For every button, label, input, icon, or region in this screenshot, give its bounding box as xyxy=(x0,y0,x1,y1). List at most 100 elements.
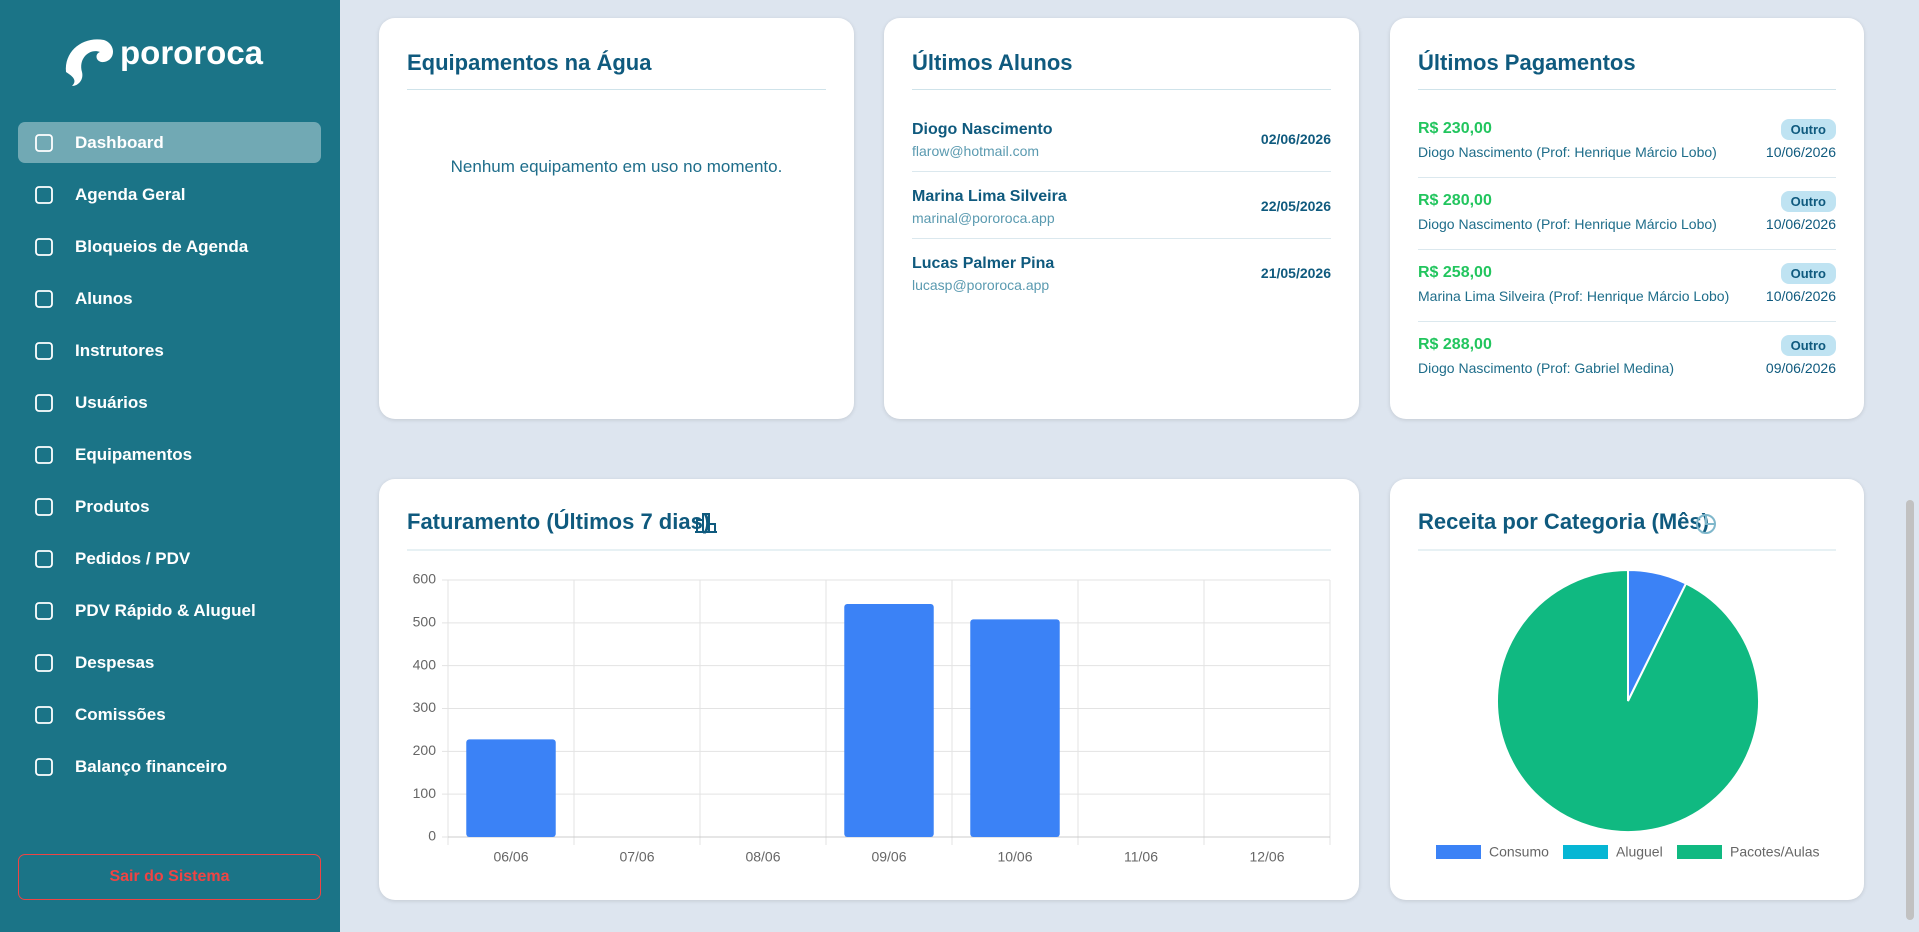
menu-icon xyxy=(35,758,53,776)
menu-label: Despesas xyxy=(75,653,155,672)
payment-amount: R$ 258,00 xyxy=(1418,264,1492,281)
y-tick-label: 400 xyxy=(413,656,437,672)
pie-chart: Receita por Categoria (Mês) Consumo Alugu… xyxy=(1418,509,1836,860)
category-card: Receita por Categoria (Mês) Consumo Alugu… xyxy=(1390,479,1864,900)
x-tick-label: 11/06 xyxy=(1124,849,1158,865)
brand: pororoca xyxy=(120,34,264,71)
menu-label: Instrutores xyxy=(75,341,164,360)
student-email: lucasp@pororoca.app xyxy=(912,277,1050,293)
menu-label: Agenda Geral xyxy=(75,185,186,204)
menu-item[interactable]: Alunos xyxy=(18,278,321,319)
payment-amount: R$ 280,00 xyxy=(1418,192,1492,209)
student-name: Diogo Nascimento xyxy=(912,121,1053,138)
menu-item[interactable]: Bloqueios de Agenda xyxy=(18,226,321,267)
scrollbar[interactable] xyxy=(1906,500,1914,920)
x-tick-label: 08/06 xyxy=(745,849,780,865)
card-title: Equipamentos na Água xyxy=(407,50,652,75)
legend-label: Aluguel xyxy=(1616,844,1663,860)
student-email: marinal@pororoca.app xyxy=(912,210,1055,226)
y-tick-label: 100 xyxy=(413,785,437,801)
students-card: Últimos Alunos Diogo Nascimento flarow@ho… xyxy=(884,18,1359,419)
payment-row: R$ 288,00 Outro Diogo Nascimento (Prof: Ga… xyxy=(1418,334,1836,393)
logo-icon xyxy=(65,39,113,86)
student-row: Lucas Palmer Pina lucasp@pororoca.app 21/0… xyxy=(912,252,1331,305)
empty-message: Nenhum equipamento em uso no momento. xyxy=(450,157,783,176)
menu-icon xyxy=(35,394,53,412)
payment-description: Diogo Nascimento (Prof: Henrique Márcio … xyxy=(1418,216,1717,232)
legend-label: Consumo xyxy=(1489,844,1549,860)
payment-tag: Outro xyxy=(1780,119,1836,140)
y-tick-label: 300 xyxy=(413,699,437,715)
y-tick-label: 200 xyxy=(413,742,437,758)
payment-description: Diogo Nascimento (Prof: Gabriel Medina) xyxy=(1418,360,1674,376)
chart-title: Faturamento (Últimos 7 dias) xyxy=(407,509,710,534)
legend-swatch xyxy=(1677,845,1722,859)
menu-icon xyxy=(35,706,53,724)
y-tick-label: 500 xyxy=(413,614,437,630)
menu-item[interactable]: Balanço financeiro xyxy=(18,746,321,787)
bar xyxy=(466,739,556,837)
menu-icon xyxy=(35,134,53,152)
payments-card: Últimos Pagamentos R$ 230,00 Outro Diogo N… xyxy=(1390,18,1864,419)
menu-icon xyxy=(35,602,53,620)
menu-icon xyxy=(35,550,53,568)
logout-button[interactable]: Sair do Sistema xyxy=(18,854,321,900)
x-tick-label: 10/06 xyxy=(997,849,1032,865)
x-tick-label: 12/06 xyxy=(1249,849,1284,865)
payment-date: 10/06/2026 xyxy=(1765,288,1836,304)
student-name: Lucas Palmer Pina xyxy=(912,255,1055,272)
payment-row: R$ 258,00 Outro Marina Lima Silveira (Prof… xyxy=(1418,262,1836,322)
revenue-card: Faturamento (Últimos 7 dias) 0 100 200 300 4… xyxy=(379,479,1359,900)
menu-label: Dashboard xyxy=(75,133,164,152)
logout-label: Sair do Sistema xyxy=(109,868,230,885)
legend-label: Pacotes/Aulas xyxy=(1730,844,1820,860)
menu-item[interactable]: Equipamentos xyxy=(18,434,321,475)
payment-tag: Outro xyxy=(1780,263,1836,284)
menu-item[interactable]: Agenda Geral xyxy=(18,174,321,215)
menu-item[interactable]: PDV Rápido & Aluguel xyxy=(18,590,321,631)
menu-icon xyxy=(35,238,53,256)
menu-icon xyxy=(35,654,53,672)
payment-date: 10/06/2026 xyxy=(1765,216,1836,232)
payment-date: 10/06/2026 xyxy=(1765,144,1836,160)
equipment-card: Equipamentos na Água Nenhum equipamento … xyxy=(379,18,854,419)
menu-item[interactable]: Usuários xyxy=(18,382,321,423)
menu-label: Equipamentos xyxy=(75,445,193,464)
payment-amount: R$ 230,00 xyxy=(1418,120,1492,137)
menu-item[interactable]: Dashboard xyxy=(18,122,321,163)
menu-item[interactable]: Instrutores xyxy=(18,330,321,371)
student-row: Marina Lima Silveira marinal@pororoca.app… xyxy=(912,185,1331,239)
student-date: 21/05/2026 xyxy=(1260,265,1331,281)
menu-icon xyxy=(35,290,53,308)
menu-label: Comissões xyxy=(75,705,166,724)
bar xyxy=(970,619,1060,837)
bar xyxy=(844,603,934,837)
payment-row: R$ 230,00 Outro Diogo Nascimento (Prof: He… xyxy=(1418,118,1836,178)
x-tick-label: 06/06 xyxy=(493,849,528,865)
menu-label: Usuários xyxy=(75,393,148,412)
payment-date: 09/06/2026 xyxy=(1765,360,1836,376)
y-tick-label: 600 xyxy=(413,571,437,587)
menu-label: Pedidos / PDV xyxy=(75,549,191,568)
menu-item[interactable]: Despesas xyxy=(18,642,321,683)
menu-label: Bloqueios de Agenda xyxy=(75,237,249,256)
payment-amount: R$ 288,00 xyxy=(1418,336,1492,353)
x-tick-label: 07/06 xyxy=(619,849,654,865)
payment-tag: Outro xyxy=(1780,335,1836,356)
menu-label: Alunos xyxy=(75,289,133,308)
menu-item[interactable]: Comissões xyxy=(18,694,321,735)
y-tick-label: 0 xyxy=(428,828,436,844)
bar-chart: Faturamento (Últimos 7 dias) 0 100 200 300 4… xyxy=(407,509,1331,865)
legend-swatch xyxy=(1563,845,1608,859)
menu-icon xyxy=(35,186,53,204)
menu-icon xyxy=(35,446,53,464)
menu-icon xyxy=(35,498,53,516)
student-row: Diogo Nascimento flarow@hotmail.com 02/06/… xyxy=(912,118,1331,172)
payment-description: Diogo Nascimento (Prof: Henrique Márcio … xyxy=(1418,144,1717,160)
card-title: Últimos Pagamentos xyxy=(1418,50,1636,75)
menu-item[interactable]: Produtos xyxy=(18,486,321,527)
card-title: Últimos Alunos xyxy=(912,50,1073,75)
menu-item[interactable]: Pedidos / PDV xyxy=(18,538,321,579)
student-name: Marina Lima Silveira xyxy=(912,188,1067,205)
